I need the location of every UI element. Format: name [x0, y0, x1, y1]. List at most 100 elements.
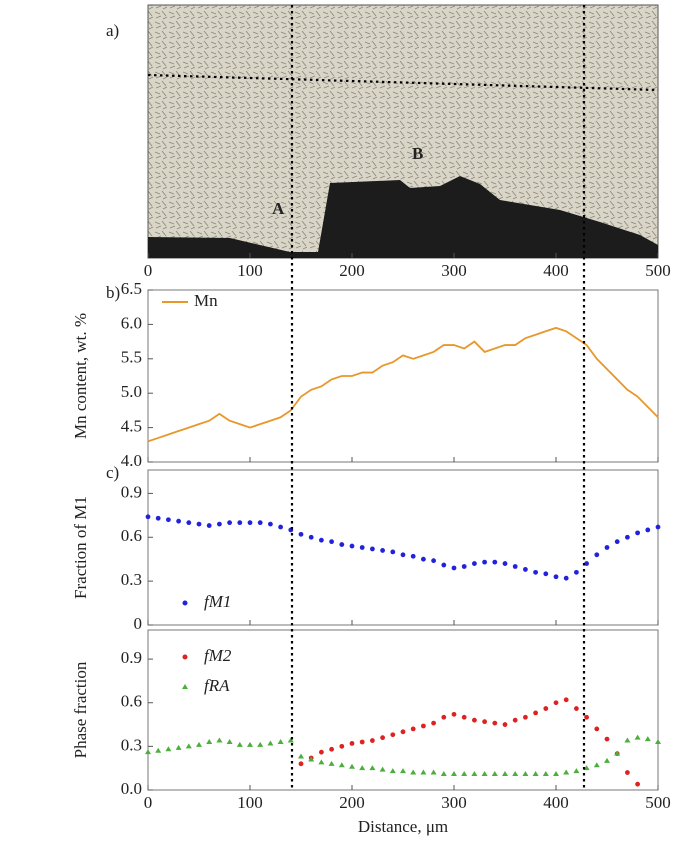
data-point: [523, 567, 528, 572]
data-point: [431, 558, 436, 564]
y-tick-label: 0.6: [121, 526, 142, 545]
data-point: [604, 736, 610, 742]
data-point: [502, 561, 508, 566]
data-point: [512, 564, 518, 569]
y-axis-label: Mn content, wt. %: [71, 313, 90, 439]
data-point: [553, 700, 559, 706]
data-point: [634, 734, 641, 740]
data-point: [440, 771, 447, 776]
data-point: [145, 749, 151, 755]
data-point: [532, 771, 539, 776]
y-tick-label: 5.5: [121, 348, 142, 367]
x-tick-label: 200: [339, 793, 365, 812]
data-point: [584, 714, 589, 720]
data-point: [451, 565, 457, 571]
data-point: [257, 741, 264, 747]
data-point: [655, 524, 661, 530]
data-point: [553, 574, 559, 580]
data-point: [491, 771, 498, 776]
x-tick-label: 100: [237, 261, 263, 280]
data-point: [461, 564, 467, 569]
data-point: [328, 760, 335, 766]
data-point: [594, 552, 600, 558]
legend-swatch: [182, 600, 188, 606]
data-point: [441, 714, 447, 720]
data-point: [176, 518, 182, 524]
data-point: [533, 710, 538, 716]
data-point: [420, 769, 427, 775]
x-tick-label: 200: [339, 261, 365, 280]
y-tick-label: 0.9: [121, 482, 142, 501]
data-point: [441, 562, 447, 568]
data-point: [472, 561, 477, 566]
data-point: [573, 768, 580, 774]
data-point: [370, 546, 375, 552]
data-point: [625, 534, 630, 540]
x-tick-label: 300: [441, 261, 467, 280]
data-point: [186, 520, 192, 526]
data-point: [267, 740, 274, 746]
panel-label: c): [106, 463, 119, 482]
data-point: [543, 571, 549, 577]
data-point: [492, 720, 498, 726]
data-point: [349, 543, 355, 549]
data-point: [410, 553, 416, 559]
y-tick-label: 0.9: [121, 648, 142, 667]
data-point: [359, 739, 365, 745]
data-point: [379, 766, 386, 772]
data-point: [410, 726, 416, 732]
data-point: [523, 714, 528, 720]
y-tick-label: 0: [134, 614, 143, 633]
data-point: [400, 729, 406, 735]
plot-frame: [147, 469, 659, 626]
data-point: [563, 575, 569, 581]
data-point: [226, 739, 233, 744]
y-tick-label: 0.6: [121, 692, 142, 711]
data-point: [145, 514, 151, 520]
data-point: [185, 743, 192, 749]
x-tick-label: 400: [543, 793, 569, 812]
data-point: [593, 762, 600, 768]
data-point: [542, 771, 549, 776]
data-point: [206, 523, 212, 528]
annotation: A: [272, 199, 285, 218]
data-point: [451, 711, 457, 717]
data-point: [421, 723, 426, 729]
data-point: [339, 542, 345, 547]
data-point: [563, 769, 570, 775]
data-point: [553, 771, 559, 776]
data-point: [247, 741, 253, 747]
data-point: [389, 768, 396, 774]
y-tick-label: 6.5: [121, 279, 142, 298]
data-point: [277, 739, 284, 744]
data-point: [400, 768, 406, 774]
data-point: [563, 697, 569, 703]
data-point: [380, 548, 385, 553]
data-point: [359, 545, 365, 550]
data-point: [287, 737, 294, 743]
data-point: [349, 741, 355, 746]
data-point: [196, 521, 202, 527]
data-point: [308, 756, 315, 762]
data-point: [237, 520, 243, 526]
plot-frame: [147, 629, 659, 791]
data-point: [594, 726, 600, 732]
data-point: [502, 722, 508, 727]
plot-frame: [147, 289, 659, 463]
data-point: [481, 771, 488, 776]
x-tick-label: 400: [543, 261, 569, 280]
data-point: [625, 770, 630, 775]
data-point: [635, 530, 640, 536]
data-point: [227, 520, 233, 526]
y-tick-label: 0.0: [121, 779, 142, 798]
data-point: [492, 559, 498, 565]
y-tick-label: 5.0: [121, 382, 142, 401]
data-point: [512, 771, 519, 776]
data-point: [400, 552, 406, 558]
data-point: [298, 761, 304, 767]
data-point: [369, 765, 376, 771]
data-point: [574, 569, 579, 575]
data-point: [165, 746, 172, 752]
data-point: [431, 720, 436, 726]
x-tick-label: 0: [144, 793, 153, 812]
